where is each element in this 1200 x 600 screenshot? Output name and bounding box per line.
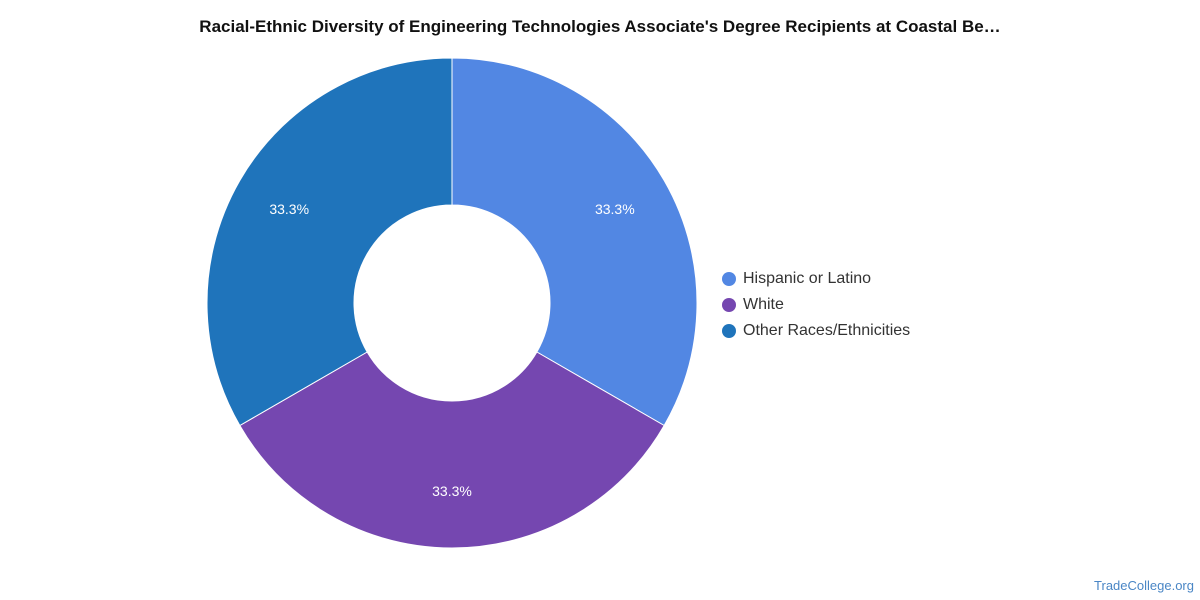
- legend-item-white[interactable]: White: [722, 292, 910, 318]
- legend-item-other-races-ethnicities[interactable]: Other Races/Ethnicities: [722, 318, 910, 344]
- chart-title: Racial-Ethnic Diversity of Engineering T…: [199, 17, 1001, 36]
- slice-value-label: 33.3%: [432, 483, 472, 499]
- slice-white[interactable]: [239, 351, 665, 549]
- legend-label: White: [743, 296, 784, 313]
- legend-label: Hispanic or Latino: [743, 270, 872, 287]
- slice-value-label: 33.3%: [269, 201, 309, 217]
- legend-label: Other Races/Ethnicities: [743, 322, 911, 339]
- legend-swatch: [722, 324, 736, 338]
- watermark[interactable]: TradeCollege.org: [1094, 578, 1194, 593]
- legend-item-hispanic-or-latino[interactable]: Hispanic or Latino: [722, 266, 910, 292]
- chart-legend: Hispanic or Latino White Other Races/Eth…: [722, 266, 910, 344]
- slice-other-races-ethnicities[interactable]: [206, 57, 453, 427]
- legend-swatch: [722, 298, 736, 312]
- slice-value-label: 33.3%: [595, 201, 635, 217]
- slice-hispanic-or-latino[interactable]: [451, 57, 698, 427]
- legend-swatch: [722, 272, 736, 286]
